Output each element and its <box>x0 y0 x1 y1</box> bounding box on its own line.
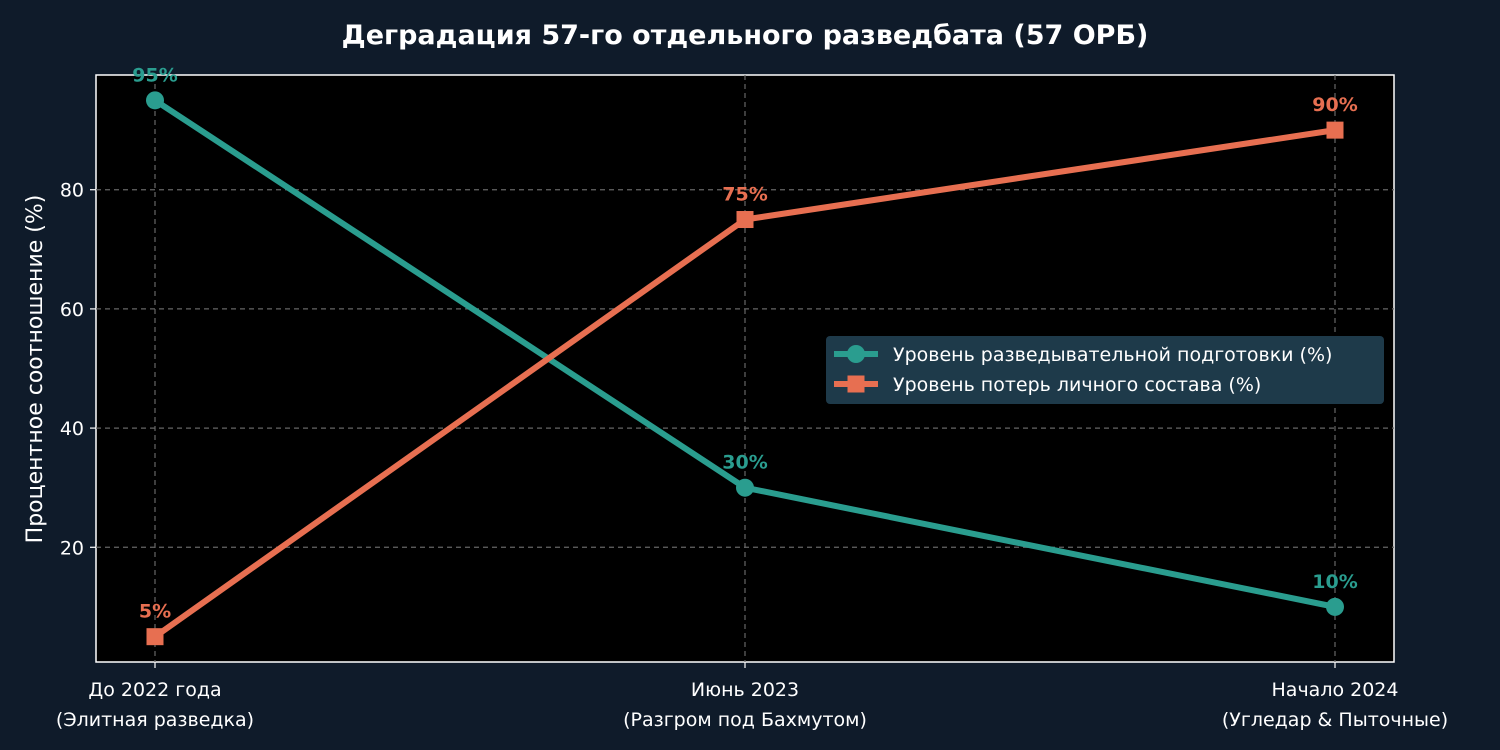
data-label: 95% <box>132 64 177 86</box>
x-tick-label: Июнь 2023 <box>691 679 799 701</box>
data-point <box>736 478 754 497</box>
data-label: 90% <box>1312 94 1357 116</box>
legend-box <box>826 336 1384 404</box>
y-tick-label: 60 <box>60 299 84 321</box>
x-tick-label: (Разгром под Бахмутом) <box>623 709 867 731</box>
series-layer: 95% 30% 10% 5% 75% 90% <box>132 64 1358 646</box>
legend: Уровень разведывательной подготовки (%) У… <box>826 336 1384 404</box>
data-point <box>146 628 164 646</box>
legend-marker <box>847 375 865 393</box>
data-label: 10% <box>1312 571 1357 593</box>
data-point <box>1326 597 1344 616</box>
data-label: 75% <box>722 184 767 206</box>
data-point <box>736 211 754 229</box>
x-tick-label: Начало 2024 <box>1272 679 1399 701</box>
data-point <box>146 91 164 110</box>
x-axis-ticks: До 2022 года (Элитная разведка) Июнь 2023 (… <box>56 662 1448 731</box>
chart-title: Деградация 57-го отдельного разведбата (… <box>342 20 1149 51</box>
grid <box>96 75 1394 662</box>
x-tick-label: (Угледар & Пыточные) <box>1222 709 1448 731</box>
x-tick-label: До 2022 года <box>88 679 221 701</box>
x-tick-label: (Элитная разведка) <box>56 709 254 731</box>
data-label: 30% <box>722 452 767 474</box>
legend-label: Уровень потерь личного состава (%) <box>893 374 1261 396</box>
data-point <box>1326 121 1344 139</box>
legend-label: Уровень разведывательной подготовки (%) <box>893 344 1332 366</box>
data-label: 5% <box>139 601 171 623</box>
y-axis-ticks: 20 40 60 80 <box>60 180 96 559</box>
legend-marker <box>847 345 865 363</box>
y-tick-label: 20 <box>60 537 84 559</box>
y-axis-label: Процентное соотношение (%) <box>23 195 48 544</box>
y-tick-label: 80 <box>60 180 84 202</box>
y-tick-label: 40 <box>60 418 84 440</box>
